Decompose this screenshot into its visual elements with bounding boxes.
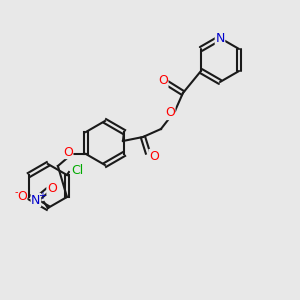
Text: -: -	[14, 187, 18, 197]
Text: O: O	[47, 182, 57, 194]
Text: O: O	[63, 146, 73, 158]
Text: +: +	[38, 191, 46, 201]
Text: O: O	[17, 190, 27, 202]
Text: N: N	[215, 32, 225, 44]
Text: N: N	[31, 194, 40, 206]
Text: Cl: Cl	[71, 164, 83, 176]
Text: O: O	[149, 149, 159, 163]
Text: O: O	[158, 74, 168, 88]
Text: O: O	[165, 106, 175, 119]
